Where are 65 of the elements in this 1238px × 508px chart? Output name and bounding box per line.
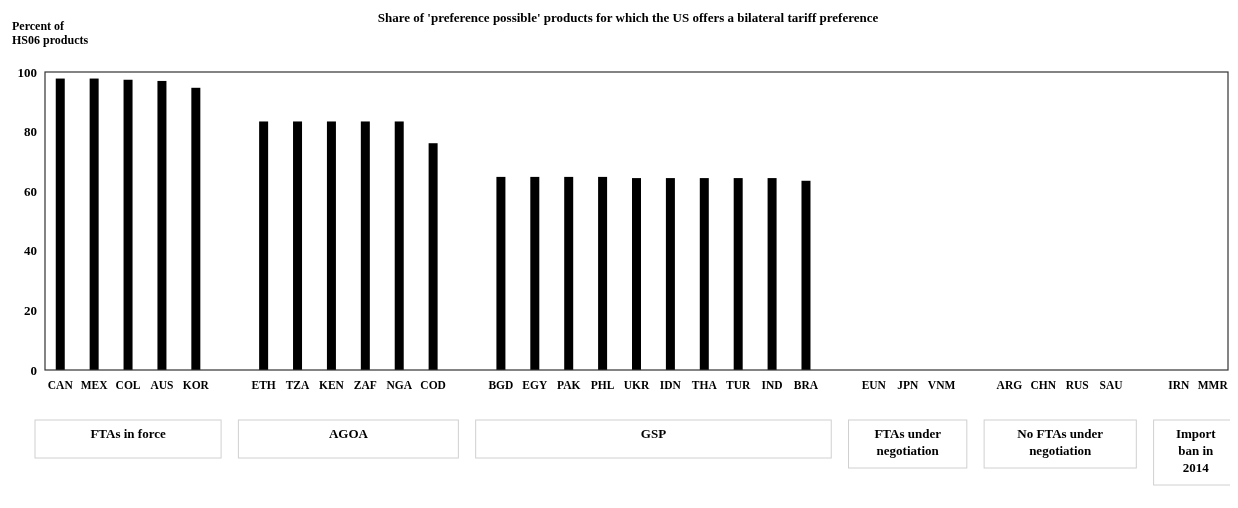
- x-tick-label: IDN: [659, 379, 682, 391]
- bar: [123, 79, 133, 370]
- x-tick-label: MEX: [80, 379, 109, 391]
- bar: [632, 178, 641, 370]
- bar: [89, 78, 99, 370]
- x-tick-label: CAN: [47, 379, 74, 391]
- bar: [801, 180, 811, 370]
- bar: [360, 121, 370, 370]
- bar: [191, 87, 201, 370]
- x-tick-label: BGD: [488, 379, 514, 391]
- text: GSP: [640, 426, 667, 441]
- bar: [157, 80, 167, 370]
- x-tick-label: PHL: [590, 379, 615, 391]
- x-tick-label: ETH: [251, 379, 276, 391]
- x-tick-label: TUR: [726, 379, 752, 391]
- bar: [394, 121, 404, 370]
- bar: [598, 176, 608, 370]
- x-tick-label: ARG: [996, 379, 1023, 391]
- x-tick-label: IND: [761, 379, 783, 391]
- y-tick-label: 0: [30, 362, 37, 378]
- y-axis-title: Percent of HS06 products: [12, 19, 89, 47]
- x-tick-label: PAK: [557, 379, 581, 391]
- x-tick-label: COL: [115, 379, 141, 391]
- bar: [665, 178, 675, 370]
- x-tick-label: THA: [691, 379, 718, 391]
- y-tick-label: 20: [24, 302, 37, 318]
- x-tick-label: EGY: [522, 379, 548, 391]
- bar: [530, 176, 540, 370]
- text: FTAs in force: [90, 426, 166, 441]
- text: Import ban in 2014: [1175, 426, 1217, 475]
- bar: [496, 176, 506, 370]
- x-tick-label: IRN: [1168, 379, 1191, 391]
- x-tick-label: JPN: [897, 379, 919, 391]
- x-tick-label: MMR: [1197, 379, 1229, 391]
- x-tick-label: KOR: [182, 379, 210, 391]
- x-tick-label: AUS: [150, 379, 174, 391]
- bar: [767, 178, 777, 370]
- y-tick-label: 100: [17, 64, 37, 80]
- text: AGOA: [328, 426, 369, 441]
- bar: [55, 78, 65, 370]
- x-tick-label: EUN: [861, 379, 887, 391]
- text: FTAs under negotiation: [874, 426, 942, 458]
- x-tick-label: UKR: [623, 379, 650, 391]
- x-tick-label: VNM: [927, 379, 956, 391]
- x-tick-label: SAU: [1099, 379, 1124, 391]
- x-tick-label: NGA: [386, 379, 413, 391]
- y-tick-label: 60: [24, 183, 37, 199]
- bar: [699, 178, 709, 370]
- x-tick-label: KEN: [318, 379, 345, 391]
- x-tick-label: CHN: [1030, 379, 1057, 391]
- bar: [259, 121, 269, 370]
- y-tick-label: 80: [24, 124, 37, 140]
- x-tick-label: BRA: [793, 379, 819, 391]
- bar: [564, 176, 574, 370]
- bar: [326, 121, 336, 370]
- x-tick-label: TZA: [285, 379, 311, 391]
- chart-title: Share of 'preference possible' products for which the US offers a bilateral tariff preference: [377, 10, 879, 25]
- y-tick-label: 40: [24, 243, 37, 259]
- x-tick-label: RUS: [1065, 379, 1089, 391]
- bar: [733, 178, 743, 370]
- bar: [428, 143, 438, 370]
- x-tick-label: ZAF: [353, 379, 377, 391]
- text: No FTAs under negotiation: [1017, 426, 1104, 458]
- bar: [293, 121, 303, 370]
- x-tick-label: COD: [420, 379, 446, 391]
